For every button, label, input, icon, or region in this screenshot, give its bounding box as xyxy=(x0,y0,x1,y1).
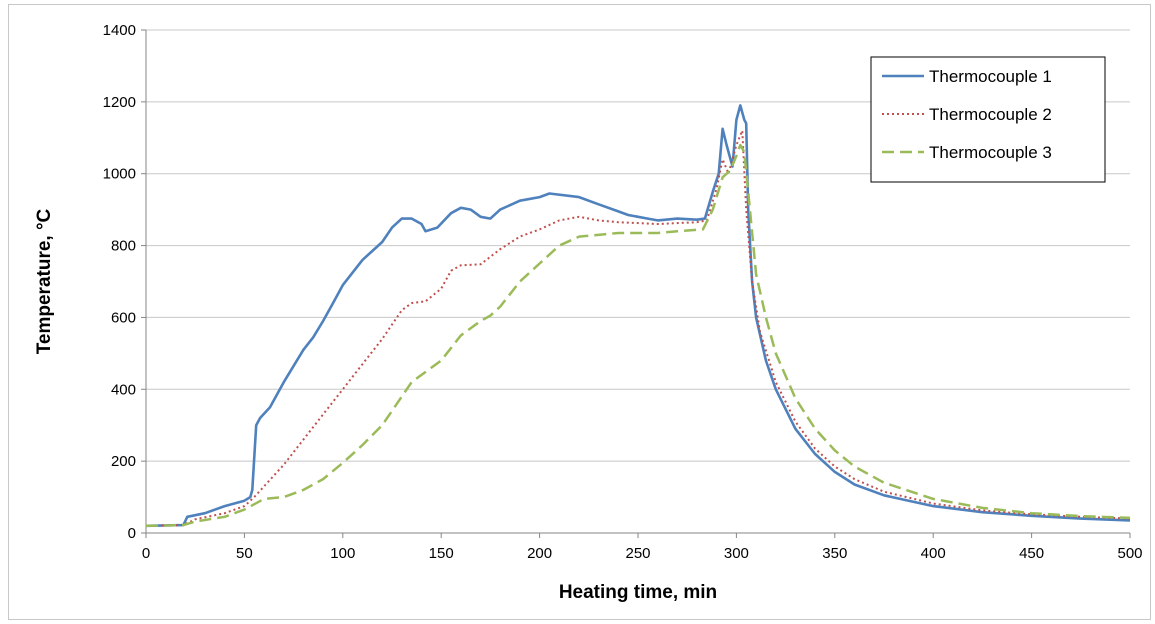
x-tick-label: 450 xyxy=(1019,545,1044,562)
y-tick-label: 1000 xyxy=(103,166,136,183)
y-tick-label: 0 xyxy=(128,525,136,542)
legend: Thermocouple 1 Thermocouple 2 Thermocouple… xyxy=(870,56,1106,183)
x-tick-label: 500 xyxy=(1117,545,1142,562)
x-tick-label: 350 xyxy=(822,545,847,562)
y-tick-label: 1400 xyxy=(103,22,136,39)
x-tick-label: 200 xyxy=(527,545,552,562)
y-tick-label: 1200 xyxy=(103,94,136,111)
legend-label-thermocouple-1: Thermocouple 1 xyxy=(929,67,1052,86)
series-line-thermocouple-1 xyxy=(145,104,1131,528)
legend-label-thermocouple-3: Thermocouple 3 xyxy=(929,143,1052,162)
series-line-thermocouple-3 xyxy=(145,143,1131,528)
legend-label-thermocouple-2: Thermocouple 2 xyxy=(929,105,1052,124)
y-tick-label: 600 xyxy=(111,309,136,326)
y-tick-label: 200 xyxy=(111,453,136,470)
x-tick-label: 400 xyxy=(921,545,946,562)
x-tick-label: 250 xyxy=(625,545,650,562)
x-tick-label: 300 xyxy=(724,545,749,562)
series-lines xyxy=(145,104,1131,528)
y-tick-label: 800 xyxy=(111,238,136,255)
y-tick-label: 400 xyxy=(111,381,136,398)
tick-labels: 0 200 400 600 800 1000 1200 1400 0 50 100 150 200 250… xyxy=(103,22,1143,562)
x-axis-title: Heating time, min xyxy=(559,582,717,603)
x-tick-label: 150 xyxy=(429,545,454,562)
series-line-thermocouple-2 xyxy=(145,129,1131,527)
x-tick-label: 100 xyxy=(330,545,355,562)
x-tick-label: 0 xyxy=(142,545,150,562)
legend-box xyxy=(870,56,1106,183)
y-axis-title: Temperature, °C xyxy=(34,208,55,354)
x-tick-label: 50 xyxy=(236,545,253,562)
axes xyxy=(141,29,1131,538)
